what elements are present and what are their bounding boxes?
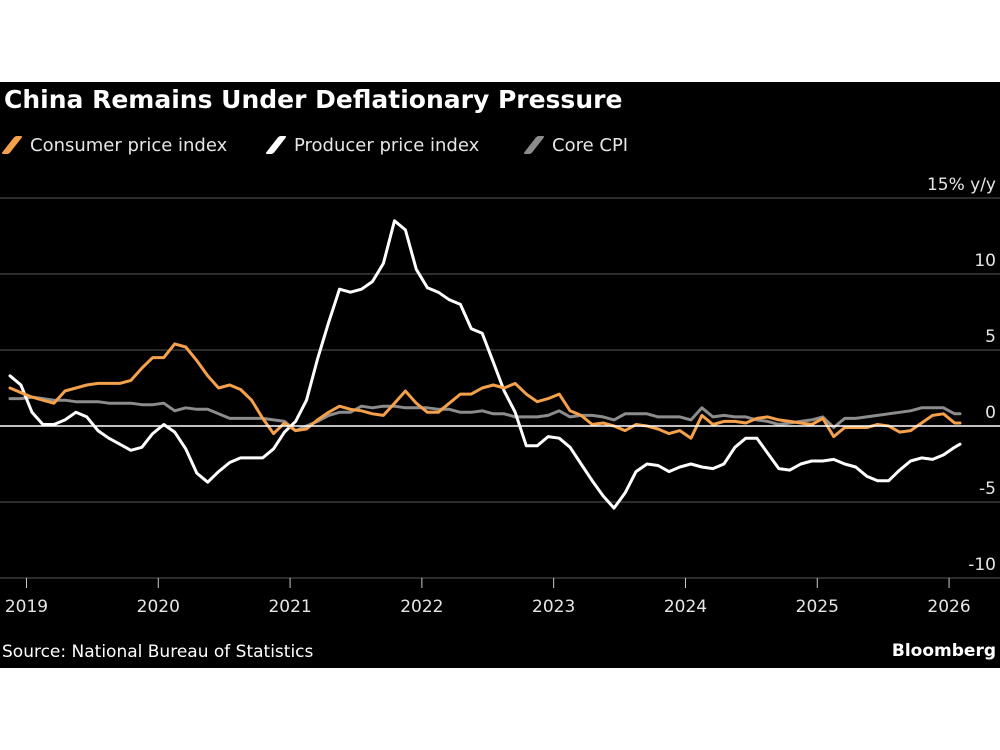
x-tick-label-2023: 2023: [532, 597, 575, 617]
chart-title: China Remains Under Deflationary Pressur…: [4, 85, 623, 114]
y-tick-label-10: 10: [974, 251, 996, 271]
x-tick-label-2022: 2022: [400, 597, 443, 617]
legend-label-core: Core CPI: [552, 134, 629, 156]
source-note: Source: National Bureau of Statistics: [2, 642, 314, 662]
x-tick-label-2020: 2020: [137, 597, 180, 617]
y-tick-label-5: 5: [985, 327, 996, 347]
legend-label-ppi: Producer price index: [294, 134, 480, 156]
core-cpi-line: [8, 395, 962, 433]
legend-item-ppi: Producer price index: [264, 130, 479, 160]
y-tick-label-15: 15% y/y: [927, 175, 996, 195]
x-tick-label-2019: 2019: [5, 597, 48, 617]
chart-card: China Remains Under Deflationary Pressur…: [0, 82, 1000, 668]
chart-plot: -10 -5 0 5 10 15% y/y 2019 2020 2021 2022 2023 2024…: [0, 175, 1000, 617]
legend-label-cpi: Consumer price index: [30, 134, 228, 156]
y-tick-label-0: 0: [985, 403, 996, 423]
brand-logo: Bloomberg: [891, 641, 996, 661]
x-tick-label-2021: 2021: [268, 597, 311, 617]
x-tick-label-2025: 2025: [796, 597, 839, 617]
ppi-line: [8, 219, 962, 510]
y-tick-label--5: -5: [979, 479, 996, 499]
x-tick-label-2024: 2024: [664, 597, 707, 617]
y-tick-label--10: -10: [968, 555, 996, 575]
legend-item-core: Core CPI: [522, 130, 628, 160]
legend-item-cpi: Consumer price index: [0, 130, 227, 160]
x-tick-label-2026: 2026: [927, 597, 970, 617]
cpi-line: [8, 342, 962, 440]
